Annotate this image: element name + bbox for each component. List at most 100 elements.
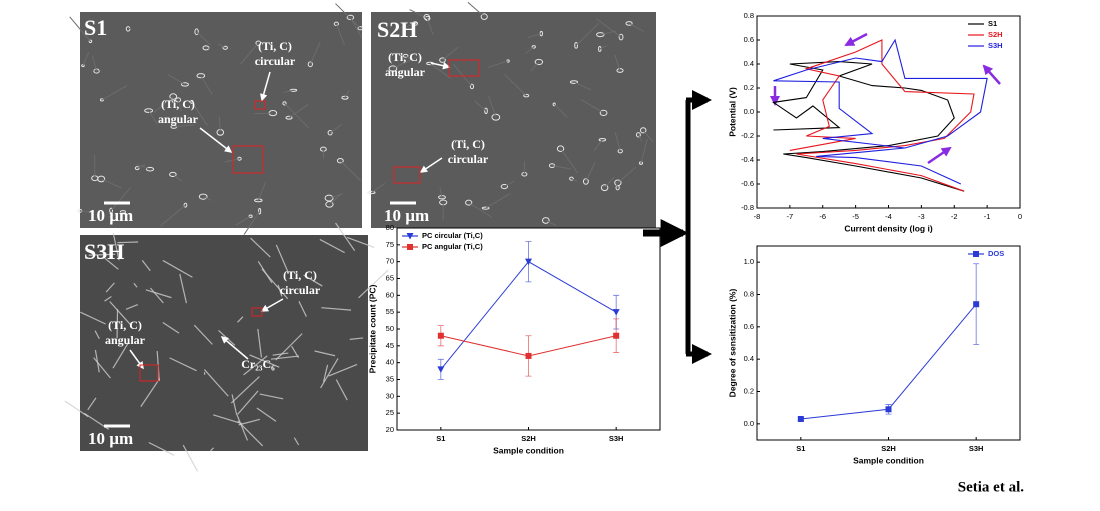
data-point (885, 406, 892, 413)
grain-boundary (202, 196, 212, 201)
y-tick-label: 50 (386, 324, 394, 333)
grain-boundary (617, 166, 637, 184)
x-tick-label: -3 (918, 212, 925, 221)
grain-boundary (283, 89, 294, 93)
precipitate (491, 113, 501, 121)
grain-boundary (237, 420, 264, 447)
annotation: (Ti, C) (108, 318, 142, 332)
grain-boundary (231, 394, 237, 412)
precipitate (541, 217, 550, 224)
grain-boundary (259, 393, 284, 400)
grain-boundary (94, 349, 100, 373)
grain-boundary (614, 54, 621, 71)
grain-boundary (394, 22, 416, 31)
scan-direction-arrows (770, 32, 1001, 165)
grain-boundary (93, 357, 111, 379)
grain-boundary (560, 148, 579, 174)
grain-boundary (257, 328, 263, 358)
grain-boundary (615, 181, 619, 188)
grain-boundary (238, 418, 260, 426)
annotation-arrow (260, 71, 271, 102)
grain-boundary (243, 355, 268, 376)
grain-boundary (125, 303, 139, 310)
grain-boundary (303, 274, 323, 287)
grain-boundary (112, 343, 129, 369)
grain-boundary (127, 27, 132, 30)
grain-boundary (257, 181, 267, 201)
y-tick-label: 80 (386, 223, 394, 232)
grain-boundary (117, 241, 139, 244)
grain-boundary (320, 358, 339, 389)
y-axis-label: Potential (V) (727, 87, 737, 137)
precipitate (598, 46, 602, 52)
precipitate (480, 13, 488, 20)
grain-boundary (173, 124, 195, 128)
precipitate (556, 145, 565, 152)
grain-boundary (160, 204, 186, 227)
precipitate (616, 68, 624, 73)
grain-boundary (335, 3, 361, 29)
annotation: (Ti, C) (283, 268, 317, 282)
grain-boundary (551, 165, 571, 170)
y-tick-label: 0.4 (744, 354, 754, 363)
grain-boundary (599, 45, 608, 50)
y-axis-label: Precipitate count (PC) (367, 284, 377, 373)
grain-boundary (452, 63, 473, 87)
grain-boundary (133, 282, 138, 288)
x-tick-label: S3H (609, 434, 624, 443)
y-tick-label: 0.6 (744, 35, 754, 44)
precipitate (119, 210, 127, 214)
grain-boundary (141, 259, 151, 272)
y-tick-label: 60 (386, 290, 394, 299)
grain-boundary (80, 311, 106, 325)
grain-boundary (322, 364, 329, 382)
grain-boundary (88, 253, 116, 256)
legend-marker (407, 244, 413, 250)
grain-boundary (101, 85, 127, 101)
grain-boundary (346, 236, 375, 249)
highlight-box (254, 100, 266, 110)
grain-boundary (329, 124, 343, 134)
precipitate (134, 166, 140, 171)
grain-boundary (105, 282, 115, 293)
grain-boundary (429, 63, 452, 79)
grain-boundary (136, 164, 146, 169)
data-point (437, 332, 444, 339)
x-axis-label: Current density (log i) (844, 223, 932, 233)
grain-boundary (392, 56, 416, 70)
credit: Setia et al. (958, 479, 1024, 495)
grain-boundary (614, 132, 621, 152)
x-tick-label: -6 (819, 212, 826, 221)
precipitate (336, 158, 344, 164)
grain-boundary (167, 73, 186, 85)
data-point (973, 301, 980, 308)
grain-boundary (224, 158, 240, 163)
x-tick-label: S3H (969, 444, 984, 453)
legend-marker (406, 233, 414, 240)
grain-boundary (210, 447, 215, 452)
y-tick-label: -0.2 (741, 131, 754, 140)
precipitate (500, 184, 509, 190)
precipitate (183, 202, 188, 208)
grain-boundary (580, 99, 604, 114)
grain-boundary (525, 46, 535, 54)
grain-boundary (69, 16, 91, 42)
grain-boundary (177, 99, 182, 112)
chart: 20 25 30 35 40 45 50 55 60 65 70 75 80 S1 S2H S3H Sample… (367, 223, 661, 455)
precipitate (625, 21, 633, 26)
annotation: (Ti, C) (258, 39, 292, 53)
grain-boundary (243, 210, 261, 235)
grain-boundary (573, 81, 592, 91)
precipitate (327, 129, 333, 136)
x-tick-label: S1 (436, 434, 445, 443)
precipitate (282, 101, 287, 106)
x-tick-label: S1 (796, 444, 805, 453)
precipitate (599, 109, 608, 117)
grain-boundary (467, 1, 485, 18)
y-tick-label: 1.0 (744, 257, 754, 266)
series-line (800, 303, 977, 420)
annotation: circular (280, 283, 321, 297)
grain-boundary (575, 22, 600, 46)
y-tick-label: 40 (386, 358, 394, 367)
